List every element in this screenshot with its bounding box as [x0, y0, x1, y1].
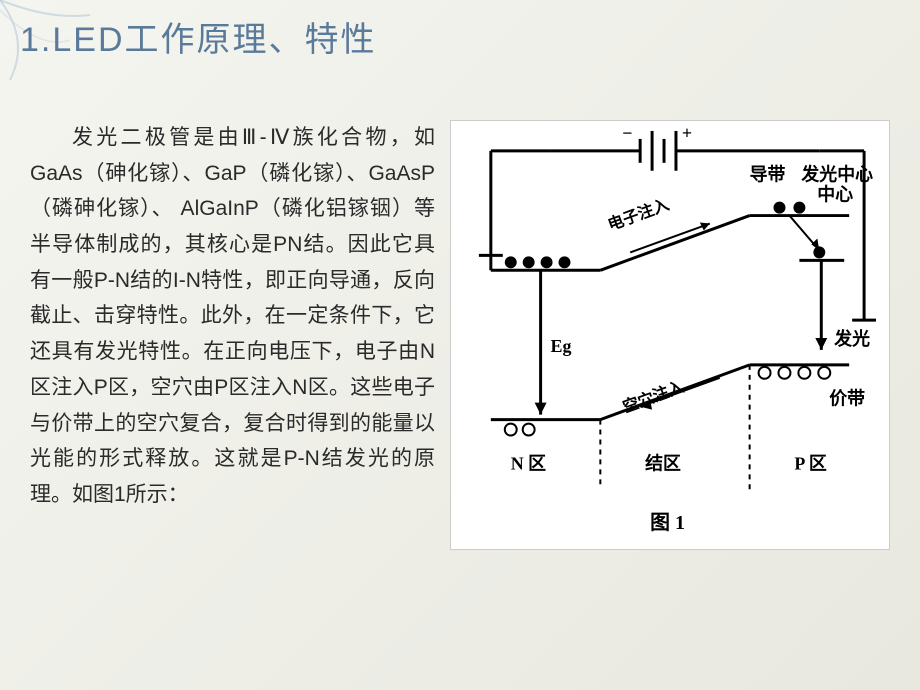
body-paragraph: 发光二极管是由Ⅲ-Ⅳ族化合物，如GaAs（砷化镓）、GaP（磷化镓）、GaAsP… [30, 120, 435, 513]
conduction-band-label: 导带 [750, 165, 786, 185]
eg-label: Eg [551, 336, 572, 356]
n-region-label: N 区 [511, 453, 546, 473]
electrons-p-side [774, 202, 806, 214]
electron-injection-label: 电子注入 [605, 195, 671, 235]
figure-caption: 图 1 [650, 511, 685, 534]
hole-injection-label: 空穴注入 [620, 377, 686, 417]
body-text-container: 发光二极管是由Ⅲ-Ⅳ族化合物，如GaAs（砷化镓）、GaP（磷化镓）、GaAsP… [30, 120, 435, 513]
junction-region-label: 结区 [645, 452, 681, 473]
valence-band-label: 价带 [829, 389, 865, 409]
holes-p-side [759, 367, 831, 379]
emission-center-label: 发光中心 [800, 164, 873, 185]
pn-junction-diagram: − + 导带 发光中心 中心 [450, 120, 890, 550]
battery-symbol: − + [551, 123, 820, 171]
emission-label: 发光 [833, 328, 870, 349]
electrons-n-side [505, 256, 571, 268]
svg-text:中心: 中心 [817, 184, 853, 205]
p-region-label: P 区 [794, 453, 826, 473]
battery-neg-label: − [622, 123, 632, 143]
battery-pos-label: + [682, 123, 692, 143]
slide-title: 1.LED工作原理、特性 [20, 12, 377, 61]
holes-n-side [505, 424, 535, 436]
